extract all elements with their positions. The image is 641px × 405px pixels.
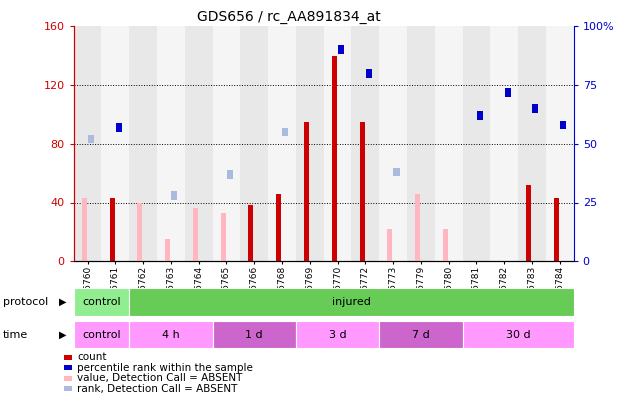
Bar — [268, 26, 296, 261]
Bar — [526, 185, 531, 261]
Bar — [213, 26, 240, 261]
Bar — [240, 26, 268, 261]
Bar — [193, 208, 198, 261]
Bar — [282, 128, 288, 136]
Text: count: count — [77, 352, 106, 362]
Bar — [365, 69, 372, 78]
Bar — [157, 26, 185, 261]
Bar — [82, 198, 87, 261]
Bar — [249, 205, 253, 261]
Bar — [407, 26, 435, 261]
Bar — [560, 121, 566, 129]
Text: protocol: protocol — [3, 297, 49, 307]
Bar — [387, 229, 392, 261]
Bar — [304, 122, 309, 261]
Bar — [360, 122, 365, 261]
Bar — [518, 26, 546, 261]
Bar — [115, 123, 122, 132]
Bar — [101, 26, 129, 261]
Bar — [276, 194, 281, 261]
Bar — [324, 26, 351, 261]
Bar — [351, 26, 379, 261]
Bar — [338, 45, 344, 54]
Bar — [185, 26, 213, 261]
Bar — [546, 26, 574, 261]
Text: value, Detection Call = ABSENT: value, Detection Call = ABSENT — [77, 373, 242, 383]
Bar — [504, 88, 511, 96]
Bar — [137, 202, 142, 261]
Text: 4 h: 4 h — [162, 330, 180, 339]
Bar — [332, 56, 337, 261]
Bar — [165, 239, 170, 261]
Bar — [171, 191, 178, 200]
Bar — [74, 26, 101, 261]
Text: control: control — [82, 330, 121, 339]
Text: injured: injured — [332, 297, 371, 307]
Text: GDS656 / rc_AA891834_at: GDS656 / rc_AA891834_at — [197, 10, 380, 24]
Bar — [129, 26, 157, 261]
Text: rank, Detection Call = ABSENT: rank, Detection Call = ABSENT — [77, 384, 237, 394]
Bar — [296, 26, 324, 261]
Bar — [221, 213, 226, 261]
Bar — [379, 26, 407, 261]
Text: 3 d: 3 d — [329, 330, 346, 339]
Bar — [227, 170, 233, 179]
Bar — [477, 111, 483, 120]
Bar — [532, 104, 538, 113]
Bar — [490, 26, 518, 261]
Text: percentile rank within the sample: percentile rank within the sample — [77, 363, 253, 373]
Text: 7 d: 7 d — [412, 330, 430, 339]
Bar — [443, 229, 448, 261]
Bar — [435, 26, 463, 261]
Bar — [394, 168, 399, 176]
Text: time: time — [3, 330, 28, 339]
Bar — [463, 26, 490, 261]
Text: ▶: ▶ — [59, 330, 67, 339]
Text: control: control — [82, 297, 121, 307]
Bar — [88, 135, 94, 143]
Bar — [554, 198, 559, 261]
Bar — [415, 194, 420, 261]
Text: 1 d: 1 d — [246, 330, 263, 339]
Text: ▶: ▶ — [59, 297, 67, 307]
Bar — [110, 198, 115, 261]
Text: 30 d: 30 d — [506, 330, 531, 339]
